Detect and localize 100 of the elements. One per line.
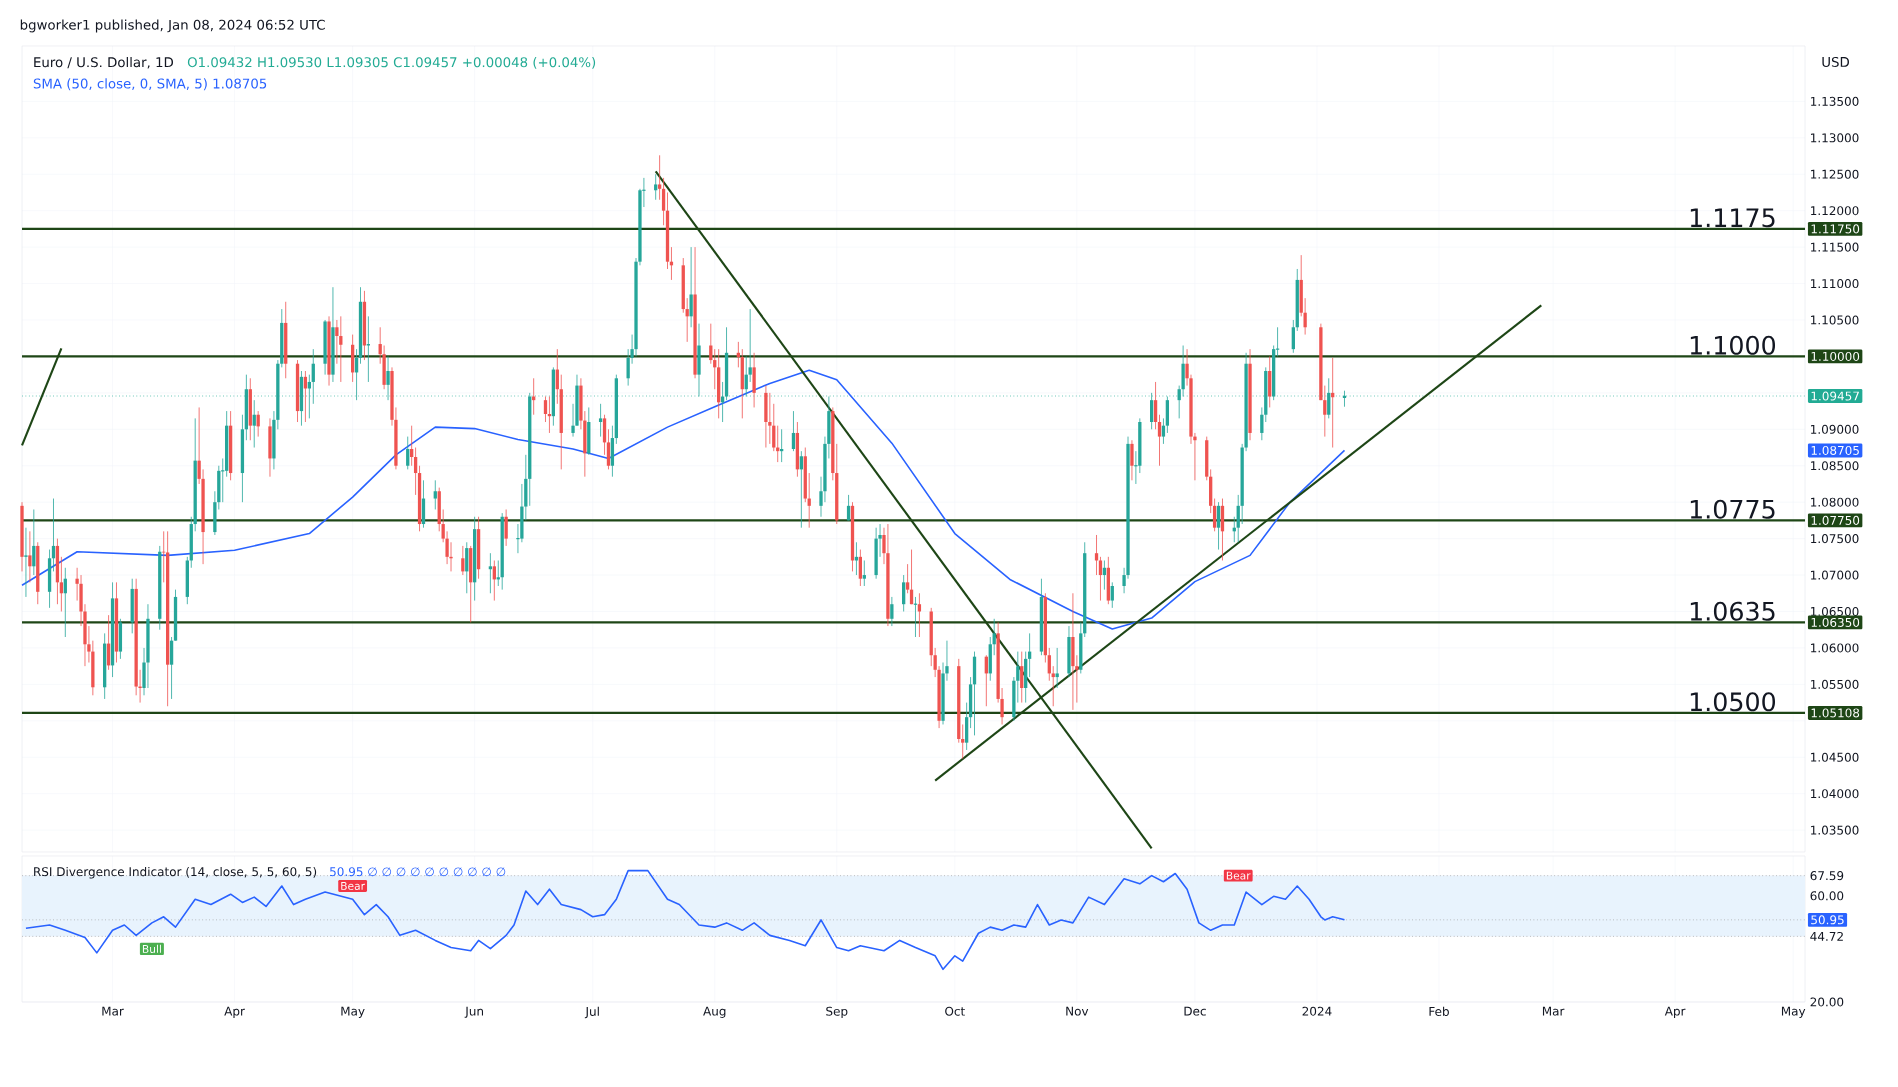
candlestick (366, 315, 371, 383)
y-tick-label: 44.72 (1810, 931, 1843, 941)
candlestick (410, 425, 414, 467)
x-tick-label: Sep (826, 1006, 848, 1019)
candlestick (24, 527, 28, 598)
y-tick-label: 1.13500 (1811, 96, 1859, 106)
candlestick (961, 724, 965, 760)
candlestick (386, 356, 390, 401)
candlestick (1161, 417, 1166, 445)
candlestick (902, 574, 906, 612)
y-tick-label: 1.11500 (1811, 242, 1859, 252)
ref-line-label: 1.07750 (1811, 515, 1860, 525)
candlestick (1260, 407, 1264, 441)
text: 50.95 ∅ ∅ ∅ ∅ ∅ ∅ ∅ ∅ ∅ ∅ (330, 867, 506, 877)
x-tick-label: 2024 (1302, 1006, 1332, 1016)
candlestick (791, 410, 796, 452)
candlestick (799, 450, 803, 529)
x-tick-label: Mar (1542, 1006, 1565, 1016)
annotation: Bear (341, 882, 366, 890)
x-tick-label: Jun (464, 1006, 484, 1018)
y-tick-label: 1.06500 (1811, 606, 1859, 617)
annotation: 1.1175 (1690, 208, 1775, 228)
candlestick (905, 563, 910, 594)
candlestick (772, 403, 776, 452)
candlestick (748, 308, 752, 383)
x-tick-label: Oct (945, 1006, 965, 1016)
ref-line-label: 50.95 (1811, 915, 1844, 925)
x-tick-label: May (1781, 1006, 1806, 1018)
candlestick (406, 436, 410, 470)
y-tick-label: 1.06000 (1811, 643, 1859, 653)
candlestick (339, 315, 343, 383)
y-tick-label: 1.07000 (1811, 570, 1859, 580)
y-tick-label: 1.07500 (1811, 534, 1859, 544)
line-series (25, 869, 1346, 971)
candlestick (654, 173, 658, 201)
candlestick (1130, 439, 1134, 481)
annotation: Bull (142, 944, 161, 954)
x-tick-label: May (341, 1006, 365, 1018)
y-tick-label: 1.13000 (1811, 133, 1859, 143)
line-series (21, 369, 1346, 630)
y-axis-title: USD (1822, 56, 1849, 67)
text: O1.09432 H1.09530 L1.09305 C1.09457 +0.00048 (+0.04%) (187, 56, 596, 69)
candlestick (492, 560, 496, 601)
y-tick-label: 1.08000 (1811, 497, 1859, 507)
candlestick (1098, 556, 1103, 601)
candlestick (1110, 581, 1114, 609)
candlestick (32, 509, 36, 576)
y-tick-label: 1.10500 (1811, 315, 1859, 325)
candlestick (598, 403, 603, 437)
candlestick (433, 479, 437, 510)
annotation: 1.0635 (1690, 601, 1775, 621)
candlestick (543, 396, 548, 423)
candlestick (59, 556, 64, 612)
candlestick (252, 399, 256, 448)
x-tick-label: Apr (224, 1006, 245, 1018)
candlestick (1291, 319, 1295, 354)
y-tick-label: 1.12500 (1811, 169, 1859, 179)
candlestick (606, 428, 611, 470)
candlestick (461, 545, 465, 576)
y-tick-label: 1.08500 (1811, 461, 1859, 471)
ref-line-label: 1.09457 (1811, 391, 1859, 401)
y-tick-label: 1.05500 (1811, 679, 1859, 689)
ref-line-label: 1.06350 (1811, 617, 1860, 627)
y-tick-label: 1.09000 (1811, 424, 1859, 434)
candlestick (28, 530, 32, 583)
candlestick (1149, 392, 1154, 430)
y-tick-label: 1.11000 (1811, 279, 1859, 289)
candlestick (862, 560, 866, 587)
candlestick (689, 246, 693, 328)
candlestick (858, 549, 863, 587)
y-tick-label: 1.03500 (1811, 825, 1859, 835)
candlestick (661, 177, 666, 226)
candlestick (657, 154, 662, 201)
text: Euro / U.S. Dollar, 1D (34, 56, 174, 69)
candlestick (1055, 647, 1059, 689)
candlestick (1020, 651, 1024, 703)
x-tick-label: Aug (703, 1006, 726, 1018)
annotation: 1.0775 (1690, 499, 1775, 519)
annotation: Bear (1226, 871, 1251, 880)
candlestick (890, 596, 894, 627)
ref-line-label: 1.05108 (1811, 708, 1860, 718)
x-tick-label: Apr (1664, 1006, 1686, 1018)
candlestick (992, 618, 996, 656)
ref-line-label: 1.11750 (1811, 224, 1860, 234)
candlestick (1236, 494, 1240, 543)
x-tick-label: Dec (1184, 1006, 1206, 1016)
text: RSI Divergence Indicator (14, close, 5, 5, 60, 5) (34, 866, 317, 879)
text: SMA (50, close, 0, SMA, 5) 1.08705 (33, 78, 267, 91)
annotation: 1.0500 (1690, 692, 1776, 712)
candlestick (1051, 665, 1055, 707)
y-tick-label: 1.04000 (1811, 789, 1859, 799)
candlestick (465, 541, 469, 594)
annotation: 1.1000 (1690, 335, 1776, 355)
x-tick-label: Mar (102, 1006, 124, 1016)
candlestick (1212, 498, 1217, 532)
text: bgworker1 published, Jan 08, 2024 06:52 UTC (20, 19, 325, 33)
y-tick-label: 1.12000 (1811, 206, 1859, 216)
candlestick (504, 509, 508, 547)
candlestick (1216, 501, 1221, 550)
y-tick-label: 1.04500 (1811, 752, 1859, 762)
